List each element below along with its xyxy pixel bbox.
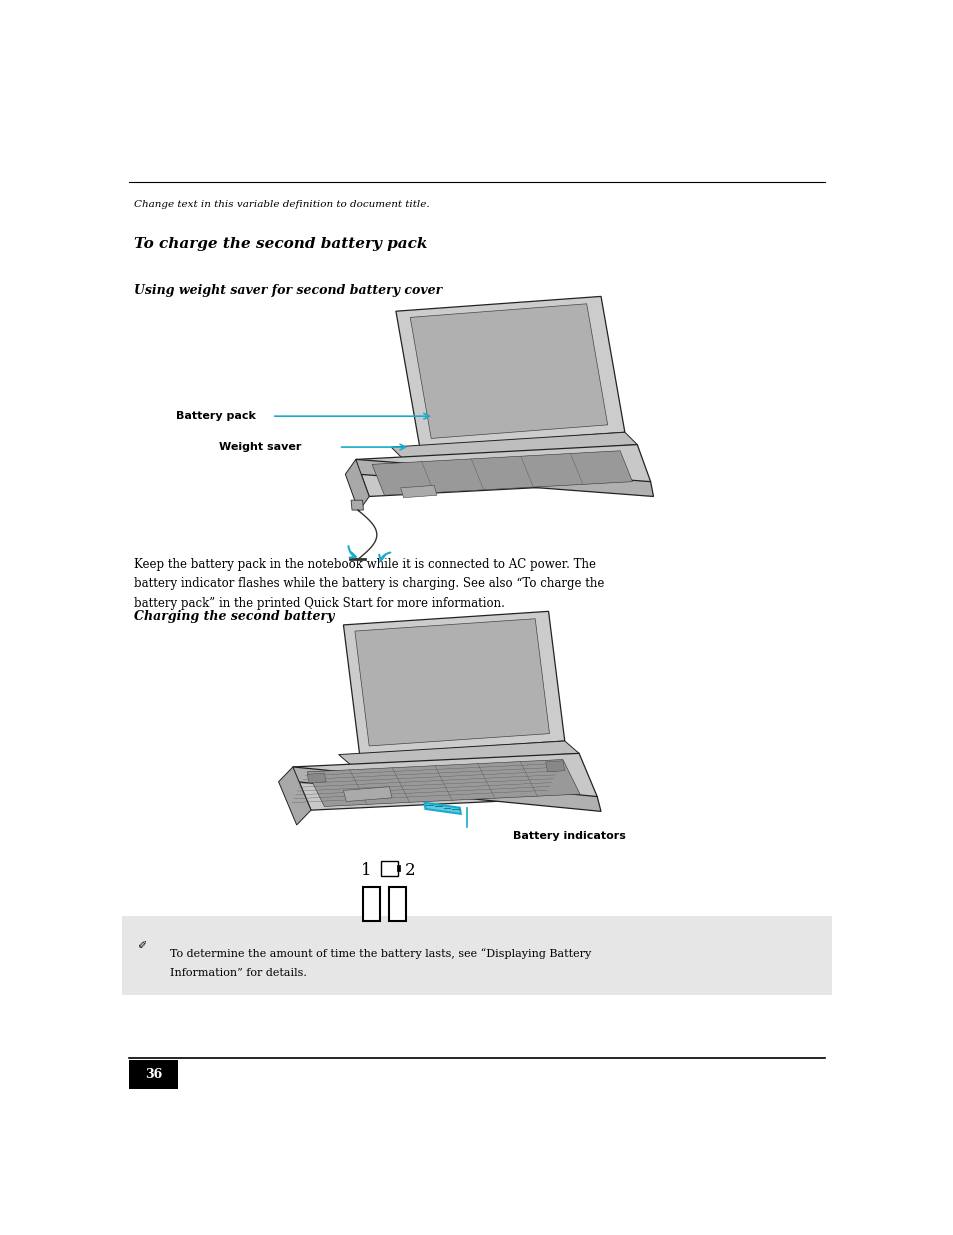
Text: battery indicator flashes while the battery is charging. See also “To charge the: battery indicator flashes while the batt… — [133, 577, 603, 590]
Polygon shape — [343, 787, 392, 802]
Text: Battery indicators: Battery indicators — [513, 831, 625, 841]
Text: Charging the second battery: Charging the second battery — [133, 610, 334, 624]
Polygon shape — [355, 445, 650, 496]
Bar — [389, 887, 406, 921]
FancyBboxPatch shape — [122, 916, 831, 995]
Text: Information” for details.: Information” for details. — [170, 968, 306, 978]
Polygon shape — [391, 432, 637, 459]
Polygon shape — [338, 741, 578, 767]
Polygon shape — [307, 773, 326, 783]
Bar — [129, 1060, 178, 1089]
Text: 36: 36 — [145, 1068, 162, 1081]
Polygon shape — [293, 767, 600, 811]
Polygon shape — [410, 304, 607, 438]
Polygon shape — [278, 767, 311, 825]
Text: ✐: ✐ — [137, 941, 147, 951]
FancyBboxPatch shape — [396, 864, 399, 871]
Polygon shape — [351, 500, 363, 510]
Polygon shape — [355, 619, 549, 746]
Polygon shape — [400, 485, 436, 498]
Polygon shape — [293, 753, 597, 810]
Polygon shape — [424, 803, 460, 814]
Text: Keep the battery pack in the notebook while it is connected to AC power. The: Keep the battery pack in the notebook wh… — [133, 558, 595, 572]
Text: To determine the amount of time the battery lasts, see “Displaying Battery: To determine the amount of time the batt… — [170, 948, 591, 960]
Polygon shape — [343, 611, 564, 755]
Polygon shape — [307, 760, 579, 806]
Text: Using weight saver for second battery cover: Using weight saver for second battery co… — [133, 284, 441, 298]
Polygon shape — [395, 296, 624, 447]
Text: battery pack” in the printed Quick Start for more information.: battery pack” in the printed Quick Start… — [133, 597, 504, 610]
FancyBboxPatch shape — [380, 861, 397, 876]
Polygon shape — [372, 451, 632, 495]
Text: 2: 2 — [404, 862, 415, 879]
Text: 1: 1 — [360, 862, 371, 879]
Polygon shape — [345, 459, 369, 511]
Text: Battery pack: Battery pack — [176, 411, 256, 421]
Text: To charge the second battery pack: To charge the second battery pack — [133, 237, 427, 251]
Polygon shape — [355, 459, 653, 496]
Polygon shape — [545, 761, 564, 772]
Bar — [362, 887, 379, 921]
Text: Change text in this variable definition to document title.: Change text in this variable definition … — [133, 200, 429, 209]
Text: Weight saver: Weight saver — [219, 442, 301, 452]
